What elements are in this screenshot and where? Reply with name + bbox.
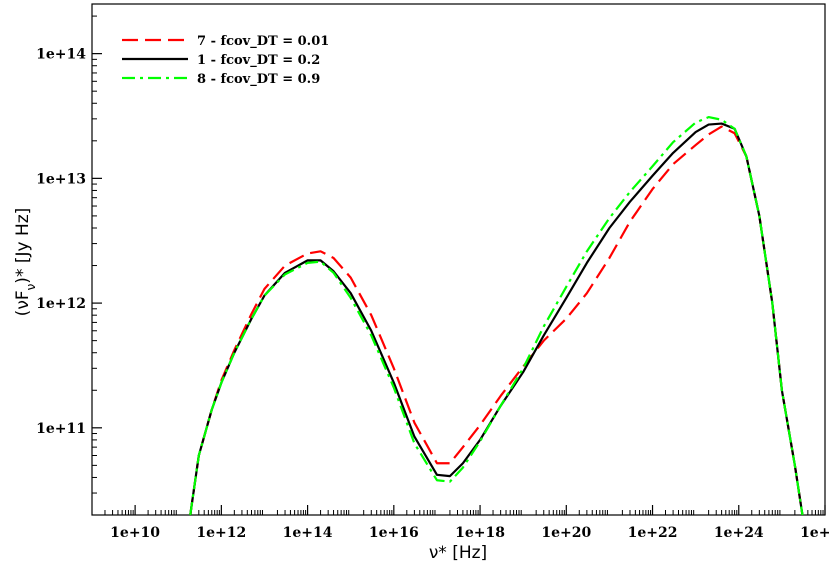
x-tick-label: 1e+16 — [369, 525, 419, 541]
x-tick-label: 1e+22 — [628, 525, 678, 541]
y-tick-label: 1e+13 — [36, 171, 86, 187]
x-tick-label: 1e+26 — [800, 525, 830, 541]
x-tick-label: 1e+10 — [110, 525, 160, 541]
legend-label: 8 - fcov_DT = 0.9 — [197, 72, 320, 87]
y-axis-title: (νFν)* [Jy Hz] — [13, 208, 38, 317]
x-tick-label: 1e+14 — [283, 525, 333, 541]
legend-label: 1 - fcov_DT = 0.2 — [197, 53, 320, 68]
x-axis-title: ν* [Hz] — [429, 543, 487, 563]
legend-label: 7 - fcov_DT = 0.01 — [197, 34, 329, 49]
x-tick-label: 1e+12 — [196, 525, 246, 541]
series-line-2 — [189, 122, 804, 515]
x-tick-label: 1e+24 — [714, 525, 764, 541]
y-tick-label: 1e+14 — [36, 47, 86, 63]
x-axis-ticks: 1e+10 1e+12 1e+14 1e+16 1e+18 1e+20 1e+22 1e+24… — [104, 505, 830, 541]
y-axis-ticks: 1e+11 1e+12 1e+13 1e+14 — [36, 15, 102, 494]
series-line-1 — [189, 125, 804, 515]
series-line-3 — [189, 115, 804, 515]
series-layer — [189, 115, 804, 515]
y-tick-label: 1e+11 — [36, 421, 86, 437]
y-tick-label: 1e+12 — [36, 296, 86, 312]
x-tick-label: 1e+18 — [455, 525, 505, 541]
legend: 7 - fcov_DT = 0.01 1 - fcov_DT = 0.2 8 - f… — [122, 34, 329, 87]
plot-frame — [91, 3, 826, 516]
x-tick-label: 1e+20 — [541, 525, 591, 541]
